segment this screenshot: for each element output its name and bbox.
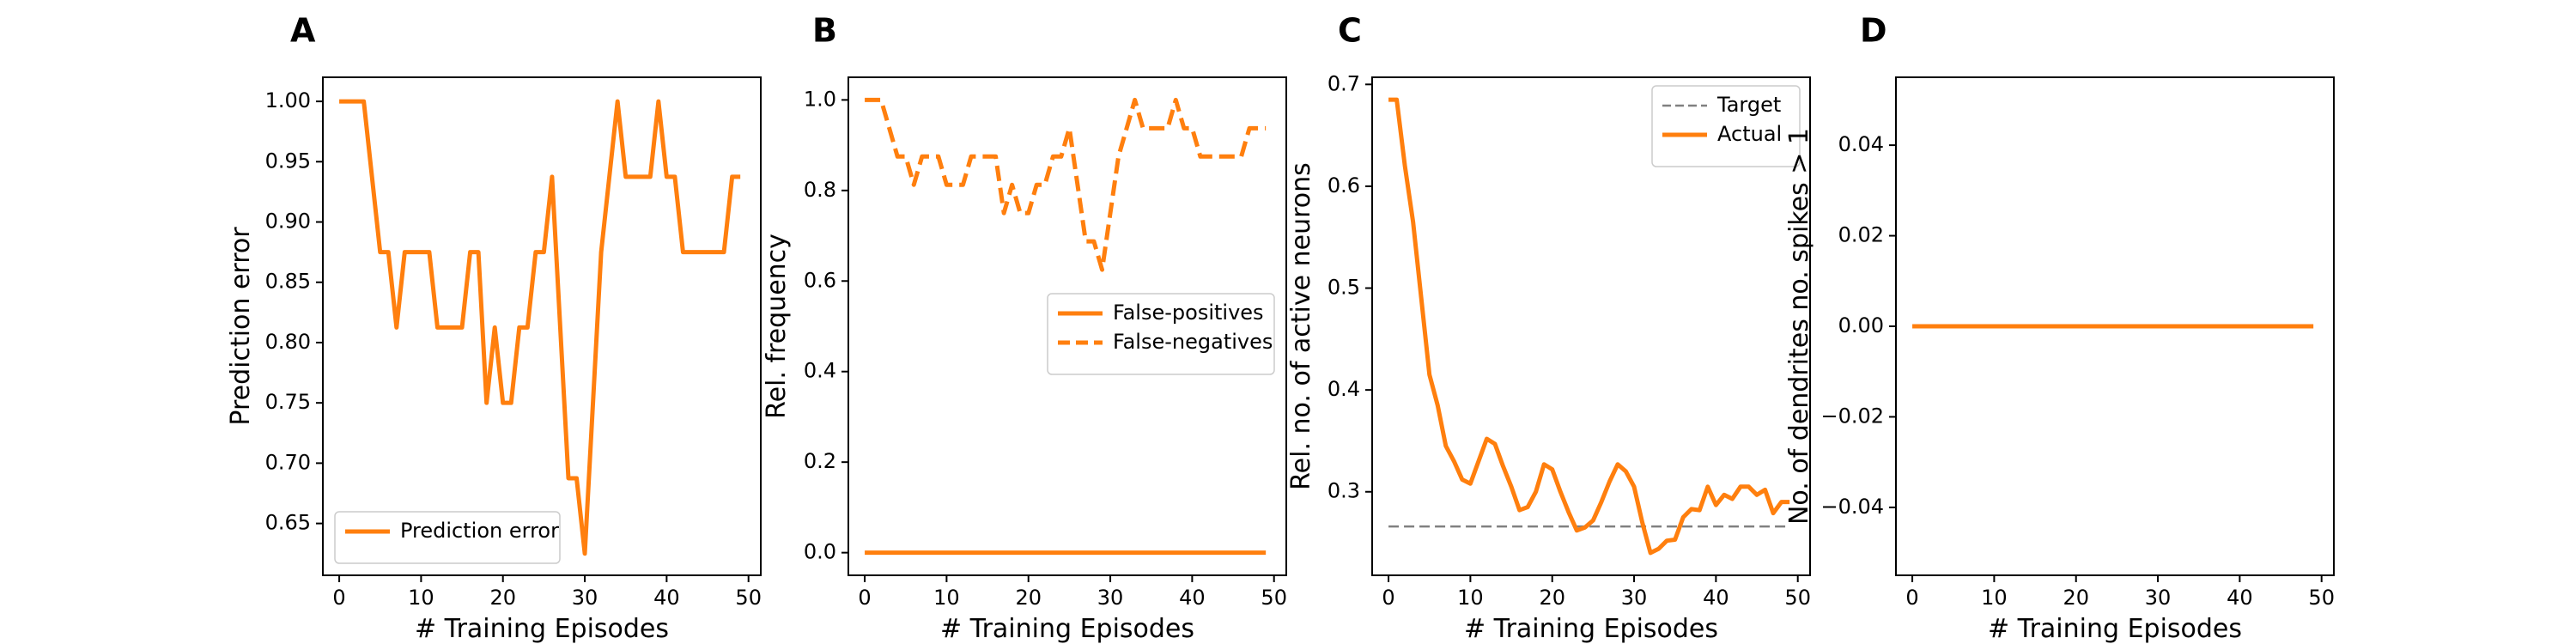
x-tick-label: 50 — [735, 586, 762, 610]
x-tick-label: 40 — [1703, 586, 1729, 610]
y-axis-label: Rel. frequency — [762, 234, 792, 419]
y-tick-label: 0.04 — [1838, 132, 1884, 156]
x-tick-label: 30 — [572, 586, 598, 610]
x-tick-label: 30 — [2145, 586, 2172, 610]
x-tick-label: 40 — [2227, 586, 2253, 610]
x-tick-label: 0 — [1905, 586, 1918, 610]
x-tick-label: 50 — [2308, 586, 2335, 610]
axes-frame — [1371, 76, 1811, 576]
y-tick-label: 0.0 — [804, 540, 836, 564]
y-tick-label: 0.80 — [265, 330, 311, 354]
y-tick-label: 0.7 — [1327, 71, 1360, 95]
y-tick-label: 0.2 — [804, 449, 836, 473]
legend-label: Prediction error — [400, 519, 559, 543]
y-tick-label: 1.00 — [265, 88, 311, 112]
legend: Prediction error — [334, 511, 561, 564]
x-tick-label: 0 — [858, 586, 871, 610]
y-tick-label: 0.5 — [1327, 276, 1360, 300]
x-axis-label: # Training Episodes — [1988, 614, 2242, 644]
axes-frame — [848, 76, 1287, 576]
panel-letter: B — [812, 12, 837, 50]
x-tick-label: 40 — [1179, 586, 1206, 610]
x-tick-label: 50 — [1261, 586, 1287, 610]
y-tick-label: 0.4 — [804, 359, 836, 383]
series-group — [865, 97, 1267, 556]
y-tick-label: 0.90 — [265, 210, 311, 234]
y-tick-label: −0.04 — [1820, 495, 1884, 519]
y-axis-label: No. of dendrites no. spikes > 1 — [1784, 128, 1814, 525]
y-axis-label: Rel. no. of active neurons — [1286, 162, 1316, 490]
panel-letter: D — [1860, 12, 1887, 50]
panel-d: D 0 10 20 30 40 50 −0.04 −0.02 0.00 0.02 0.04 # Trai… — [1784, 12, 2335, 644]
y-tick-label: 0.95 — [265, 149, 311, 173]
panel-letter: A — [290, 12, 316, 50]
legend-box — [334, 511, 561, 564]
y-tick-label: 0.85 — [265, 270, 311, 294]
x-tick-label: 50 — [1784, 586, 1811, 610]
x-tick-label: 20 — [2063, 586, 2089, 610]
y-tick-label: 0.8 — [804, 178, 836, 202]
y-tick-label: 0.3 — [1327, 479, 1360, 503]
y-tick-label: −0.02 — [1820, 404, 1884, 428]
legend: False-positives False-negatives — [1047, 293, 1275, 375]
axes-frame — [322, 76, 762, 576]
y-tick-label: 0.4 — [1327, 377, 1360, 401]
y-tick-label: 0.70 — [265, 450, 311, 474]
y-tick-label: 1.0 — [804, 87, 836, 111]
series-line-actual — [1388, 97, 1790, 556]
legend-label: False-positives — [1113, 301, 1264, 325]
y-tick-label: 0.00 — [1838, 313, 1884, 337]
legend-label: Actual — [1717, 122, 1782, 146]
legend-label: False-negatives — [1113, 330, 1273, 354]
x-tick-label: 10 — [933, 586, 960, 610]
x-tick-label: 20 — [1015, 586, 1042, 610]
panel-a: A 0 10 20 30 40 50 0.65 0.70 0.75 0.80 0.85 0.90 0.95… — [226, 12, 762, 644]
x-tick-label: 10 — [408, 586, 434, 610]
panel-c: C 0 10 20 30 40 50 0.3 0.4 0.5 0.6 0.7 # Training Ep… — [1286, 12, 1811, 644]
series-line-prediction-error — [339, 99, 741, 556]
x-tick-label: 30 — [1097, 586, 1124, 610]
y-tick-label: 0.02 — [1838, 223, 1884, 247]
x-tick-label: 20 — [489, 586, 516, 610]
x-tick-label: 0 — [332, 586, 345, 610]
y-axis-label: Prediction error — [226, 227, 256, 426]
y-tick-label: 0.65 — [265, 511, 311, 535]
x-tick-label: 20 — [1539, 586, 1565, 610]
y-tick-label: 0.75 — [265, 390, 311, 414]
legend-box — [1047, 293, 1275, 375]
x-tick-label: 30 — [1621, 586, 1648, 610]
series-group — [1388, 97, 1790, 556]
series-line-false-negatives — [865, 97, 1267, 272]
x-tick-label: 10 — [1457, 586, 1484, 610]
x-axis-label: # Training Episodes — [1464, 614, 1718, 644]
panel-b: B 0 10 20 30 40 50 0.0 0.2 0.4 0.6 0.8 1.0 # Training… — [762, 12, 1287, 644]
x-axis-label: # Training Episodes — [415, 614, 669, 644]
legend-label: Target — [1716, 93, 1781, 117]
panel-letter: C — [1338, 12, 1362, 50]
y-tick-label: 0.6 — [804, 268, 836, 292]
x-axis-label: # Training Episodes — [940, 614, 1194, 644]
y-tick-label: 0.6 — [1327, 173, 1360, 197]
series-group — [339, 99, 741, 556]
legend: Target Actual — [1651, 85, 1801, 167]
x-tick-label: 0 — [1382, 586, 1394, 610]
x-tick-label: 40 — [653, 586, 680, 610]
x-tick-label: 10 — [1981, 586, 2008, 610]
